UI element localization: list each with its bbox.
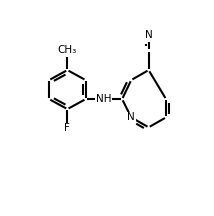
Text: N: N [127, 112, 135, 122]
Text: F: F [64, 123, 70, 133]
Text: CH₃: CH₃ [58, 45, 77, 55]
Text: N: N [145, 30, 153, 40]
Text: NH: NH [96, 94, 112, 104]
